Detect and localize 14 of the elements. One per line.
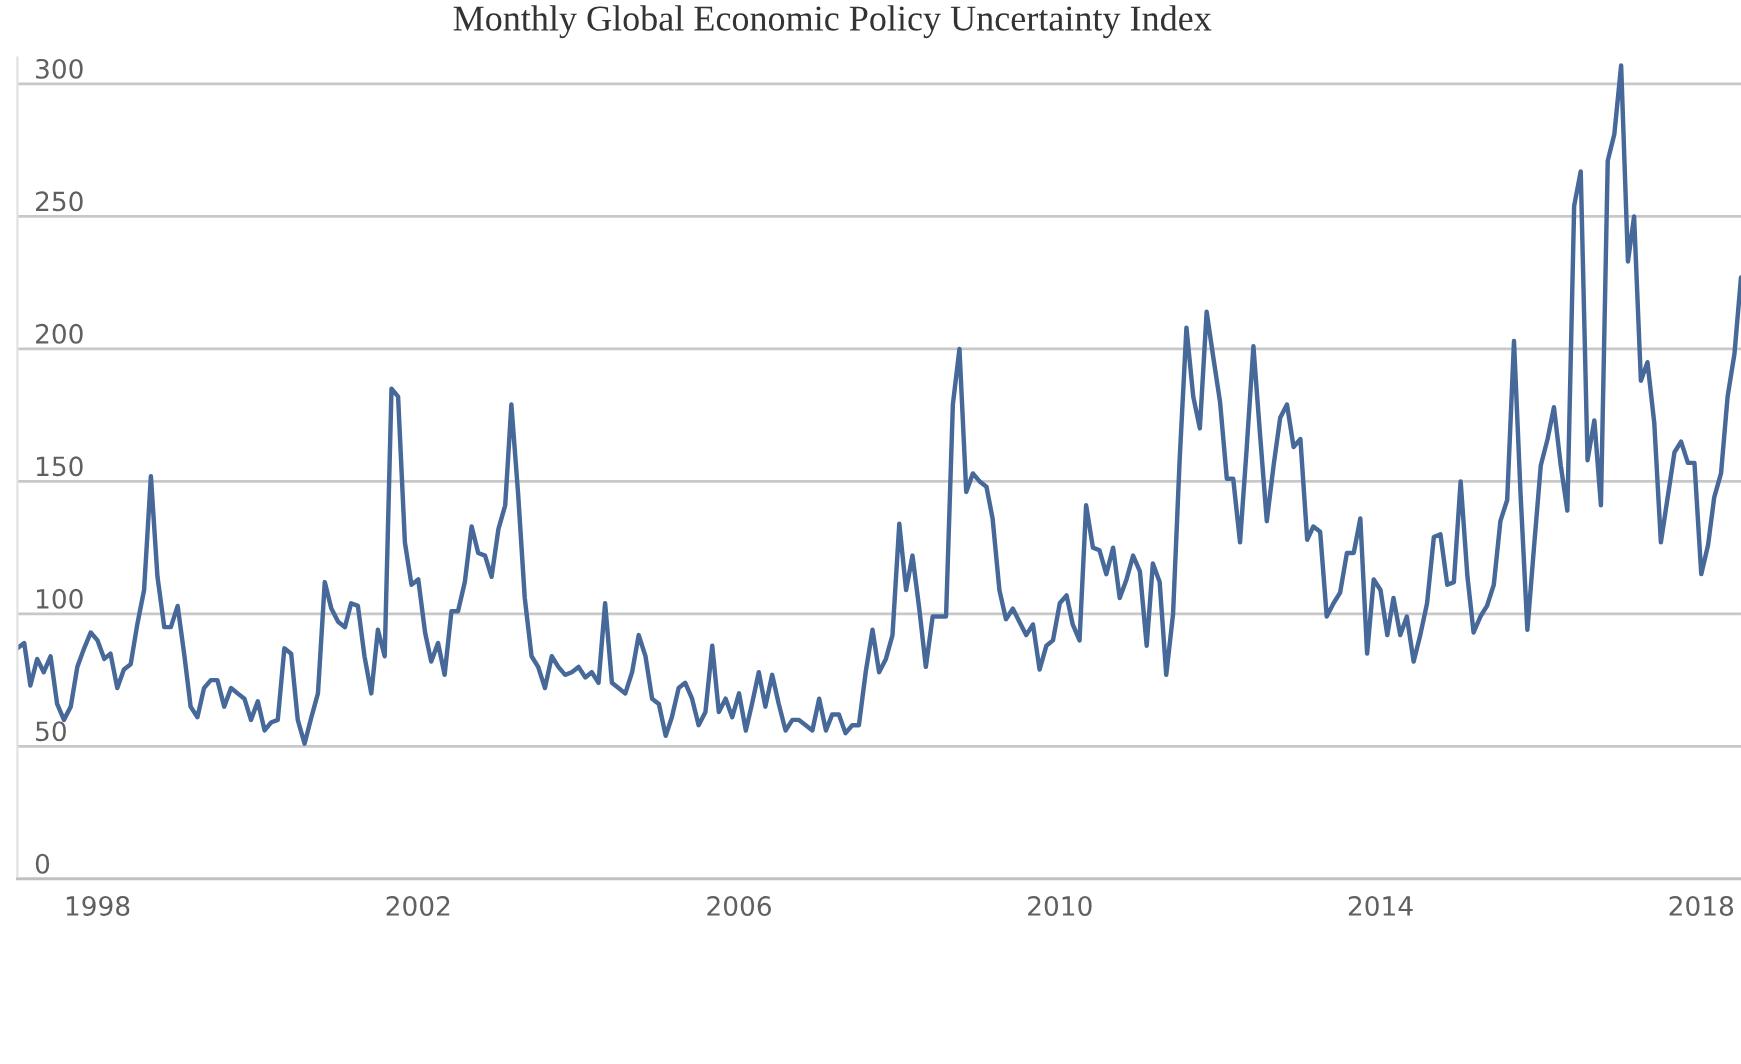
y-tick-label: 300 bbox=[36, 58, 83, 79]
x-tick-label: 2014 bbox=[1348, 896, 1413, 916]
chart-title: Monthly Global Economic Policy Uncertainty Index bbox=[453, 5, 1212, 39]
y-tick-label: 0 bbox=[35, 853, 50, 874]
y-tick-label: 250 bbox=[36, 191, 83, 212]
x-tick-label: 2002 bbox=[386, 896, 450, 916]
x-tick-label: 2006 bbox=[707, 896, 771, 916]
y-tick-label: 100 bbox=[36, 588, 83, 609]
x-tick-label: 2010 bbox=[1028, 896, 1092, 916]
y-tick-label: 50 bbox=[36, 721, 66, 742]
y-tick-label: 200 bbox=[36, 323, 83, 344]
x-tick-label: 1998 bbox=[66, 896, 130, 916]
x-tick-label: 2018 bbox=[1669, 896, 1734, 916]
y-tick-label: 150 bbox=[36, 456, 83, 477]
